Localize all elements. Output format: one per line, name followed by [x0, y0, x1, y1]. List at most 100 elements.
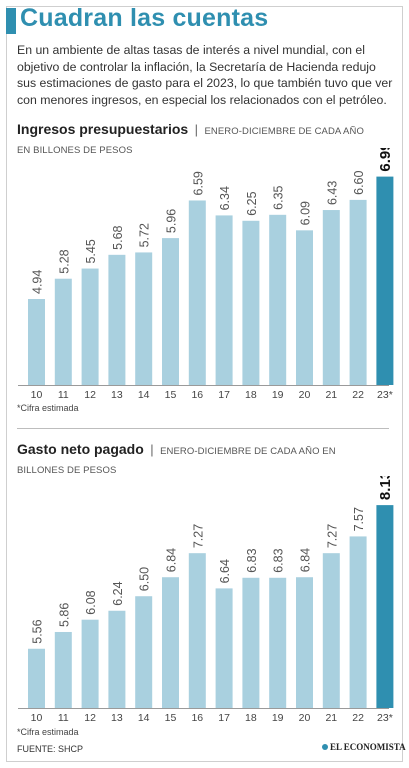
chart-1-bar	[81, 268, 99, 385]
chart-2-category-label: 20	[299, 712, 311, 724]
chart-1-bar	[188, 200, 206, 385]
source-note: FUENTE: SHCP	[17, 744, 84, 754]
chart-2-value-label: 7.27	[191, 524, 205, 548]
chart-1-bar	[349, 199, 367, 385]
chart-2-header: Gasto neto pagado | ENERO-DICIEMBRE DE C…	[17, 441, 377, 479]
chart-2-plot: 5.56 10 5.86 11 6.08 12 6.24 13 6.50 14 6.84 15 7.27…	[18, 476, 394, 724]
chart-2-value-label: 7.57	[352, 507, 366, 531]
chart-2-value-label: 6.50	[138, 567, 152, 591]
chart-1-note: *Cifra estimada	[17, 403, 79, 413]
intro-paragraph: En un ambiente de altas tasas de interés…	[17, 43, 393, 107]
chart-2-value-label: 6.64	[218, 559, 232, 583]
chart-1-bar	[296, 230, 313, 385]
chart-2-value-label: 6.84	[299, 548, 313, 572]
chart-1-category-label: 21	[325, 389, 337, 401]
chart-2-category-label: 22	[352, 712, 364, 724]
chart-1-category-label: 12	[84, 389, 96, 401]
title-accent-bar	[6, 8, 16, 34]
chart-2-value-label: 6.08	[84, 590, 98, 614]
chart-2-bar	[162, 577, 179, 708]
chart-1-value-label: 5.28	[57, 249, 71, 273]
chart-2-note: *Cifra estimada	[17, 727, 79, 737]
chart-2-bar	[269, 577, 287, 708]
chart-1-bar	[108, 254, 126, 385]
chart-1-bar	[28, 299, 45, 385]
chart-1-title: Ingresos presupuestarios	[17, 121, 189, 137]
chart-1-value-label: 6.60	[352, 171, 366, 195]
section-divider	[17, 428, 389, 429]
chart-1-category-label: 23*	[377, 389, 393, 401]
chart-2-category-label: 19	[272, 712, 284, 724]
chart-1-bar	[376, 176, 394, 385]
chart-1-value-label: 4.94	[31, 270, 45, 294]
chart-1-category-label: 11	[58, 389, 69, 401]
chart-1-category-label: 22	[352, 389, 364, 401]
chart-1-category-label: 14	[138, 389, 150, 401]
chart-1-separator: |	[194, 122, 199, 137]
chart-2-bar	[108, 610, 126, 708]
chart-2-category-label: 21	[325, 712, 337, 724]
chart-1-bar	[162, 238, 179, 385]
chart-2-category-label: 11	[58, 712, 69, 724]
chart-2-bar	[215, 588, 233, 708]
chart-2-category-label: 23*	[377, 712, 393, 724]
chart-2-value-label: 5.56	[31, 619, 45, 643]
infographic-frame	[6, 6, 403, 762]
chart-2-bar	[296, 577, 313, 708]
chart-1-bar	[242, 220, 260, 385]
chart-2-category-label: 18	[245, 712, 257, 724]
page-title: Cuadran las cuentas	[20, 4, 269, 32]
logo-text: EL ECONOMISTA	[330, 742, 406, 752]
chart-1-value-label: 6.59	[191, 171, 205, 195]
chart-2-value-label: 6.83	[272, 548, 286, 572]
chart-2-bar	[376, 505, 394, 708]
chart-1-category-label: 10	[31, 389, 43, 401]
chart-2-value-label: 5.86	[57, 603, 71, 627]
chart-1-value-label: 6.34	[218, 186, 232, 210]
chart-2-bar	[135, 596, 153, 708]
chart-2-title: Gasto neto pagado	[17, 441, 144, 457]
chart-1-bar	[54, 278, 72, 385]
chart-2-bar	[28, 648, 45, 708]
chart-1-header: Ingresos presupuestarios | ENERO-DICIEMB…	[17, 121, 377, 159]
chart-2-value-label: 8.13	[377, 476, 394, 500]
chart-2-value-label: 7.27	[325, 524, 339, 548]
chart-2-category-label: 16	[191, 712, 203, 724]
chart-1-category-label: 17	[218, 389, 230, 401]
chart-2-category-label: 13	[111, 712, 123, 724]
chart-1-value-label: 6.43	[325, 181, 339, 205]
chart-2-bar	[54, 631, 72, 708]
chart-1-value-label: 5.68	[111, 225, 125, 249]
chart-2-bar	[242, 577, 260, 708]
chart-1-subtitle: ENERO-DICIEMBRE DE CADA AÑO EN BILLONES …	[17, 126, 364, 156]
chart-2-category-label: 12	[84, 712, 96, 724]
chart-1-value-label: 6.25	[245, 191, 259, 215]
chart-2-bar	[349, 536, 367, 708]
chart-1-category-label: 18	[245, 389, 257, 401]
chart-1-bar	[135, 252, 153, 385]
chart-2-separator: |	[150, 442, 154, 457]
chart-1-bar	[215, 215, 233, 385]
chart-2-value-label: 6.83	[245, 548, 259, 572]
chart-1-value-label: 6.35	[272, 185, 286, 209]
chart-1-category-label: 19	[272, 389, 284, 401]
chart-1-bar	[269, 214, 287, 385]
chart-1-value-label: 6.99	[377, 148, 394, 172]
publisher-logo: EL ECONOMISTA	[322, 742, 406, 752]
chart-1-category-label: 13	[111, 389, 123, 401]
chart-1-value-label: 5.72	[138, 223, 152, 247]
chart-1-value-label: 6.09	[299, 201, 313, 225]
chart-1-category-label: 20	[299, 389, 311, 401]
chart-1-plot: 4.94 10 5.28 11 5.45 12 5.68 13 5.72 14 5.96 15 6.59…	[18, 148, 394, 401]
chart-2-subtitle: ENERO-DICIEMBRE DE CADA AÑO EN BILLONES …	[17, 446, 336, 476]
chart-2-bar	[188, 553, 206, 708]
chart-2-bar	[322, 553, 340, 708]
chart-1-category-label: 15	[165, 389, 177, 401]
chart-2-value-label: 6.24	[111, 581, 125, 605]
logo-dot-icon	[322, 744, 328, 750]
chart-1-category-label: 16	[191, 389, 203, 401]
chart-2-category-label: 15	[165, 712, 177, 724]
chart-1-value-label: 5.96	[165, 209, 179, 233]
chart-2-category-label: 17	[218, 712, 230, 724]
chart-1-value-label: 5.45	[84, 239, 98, 263]
